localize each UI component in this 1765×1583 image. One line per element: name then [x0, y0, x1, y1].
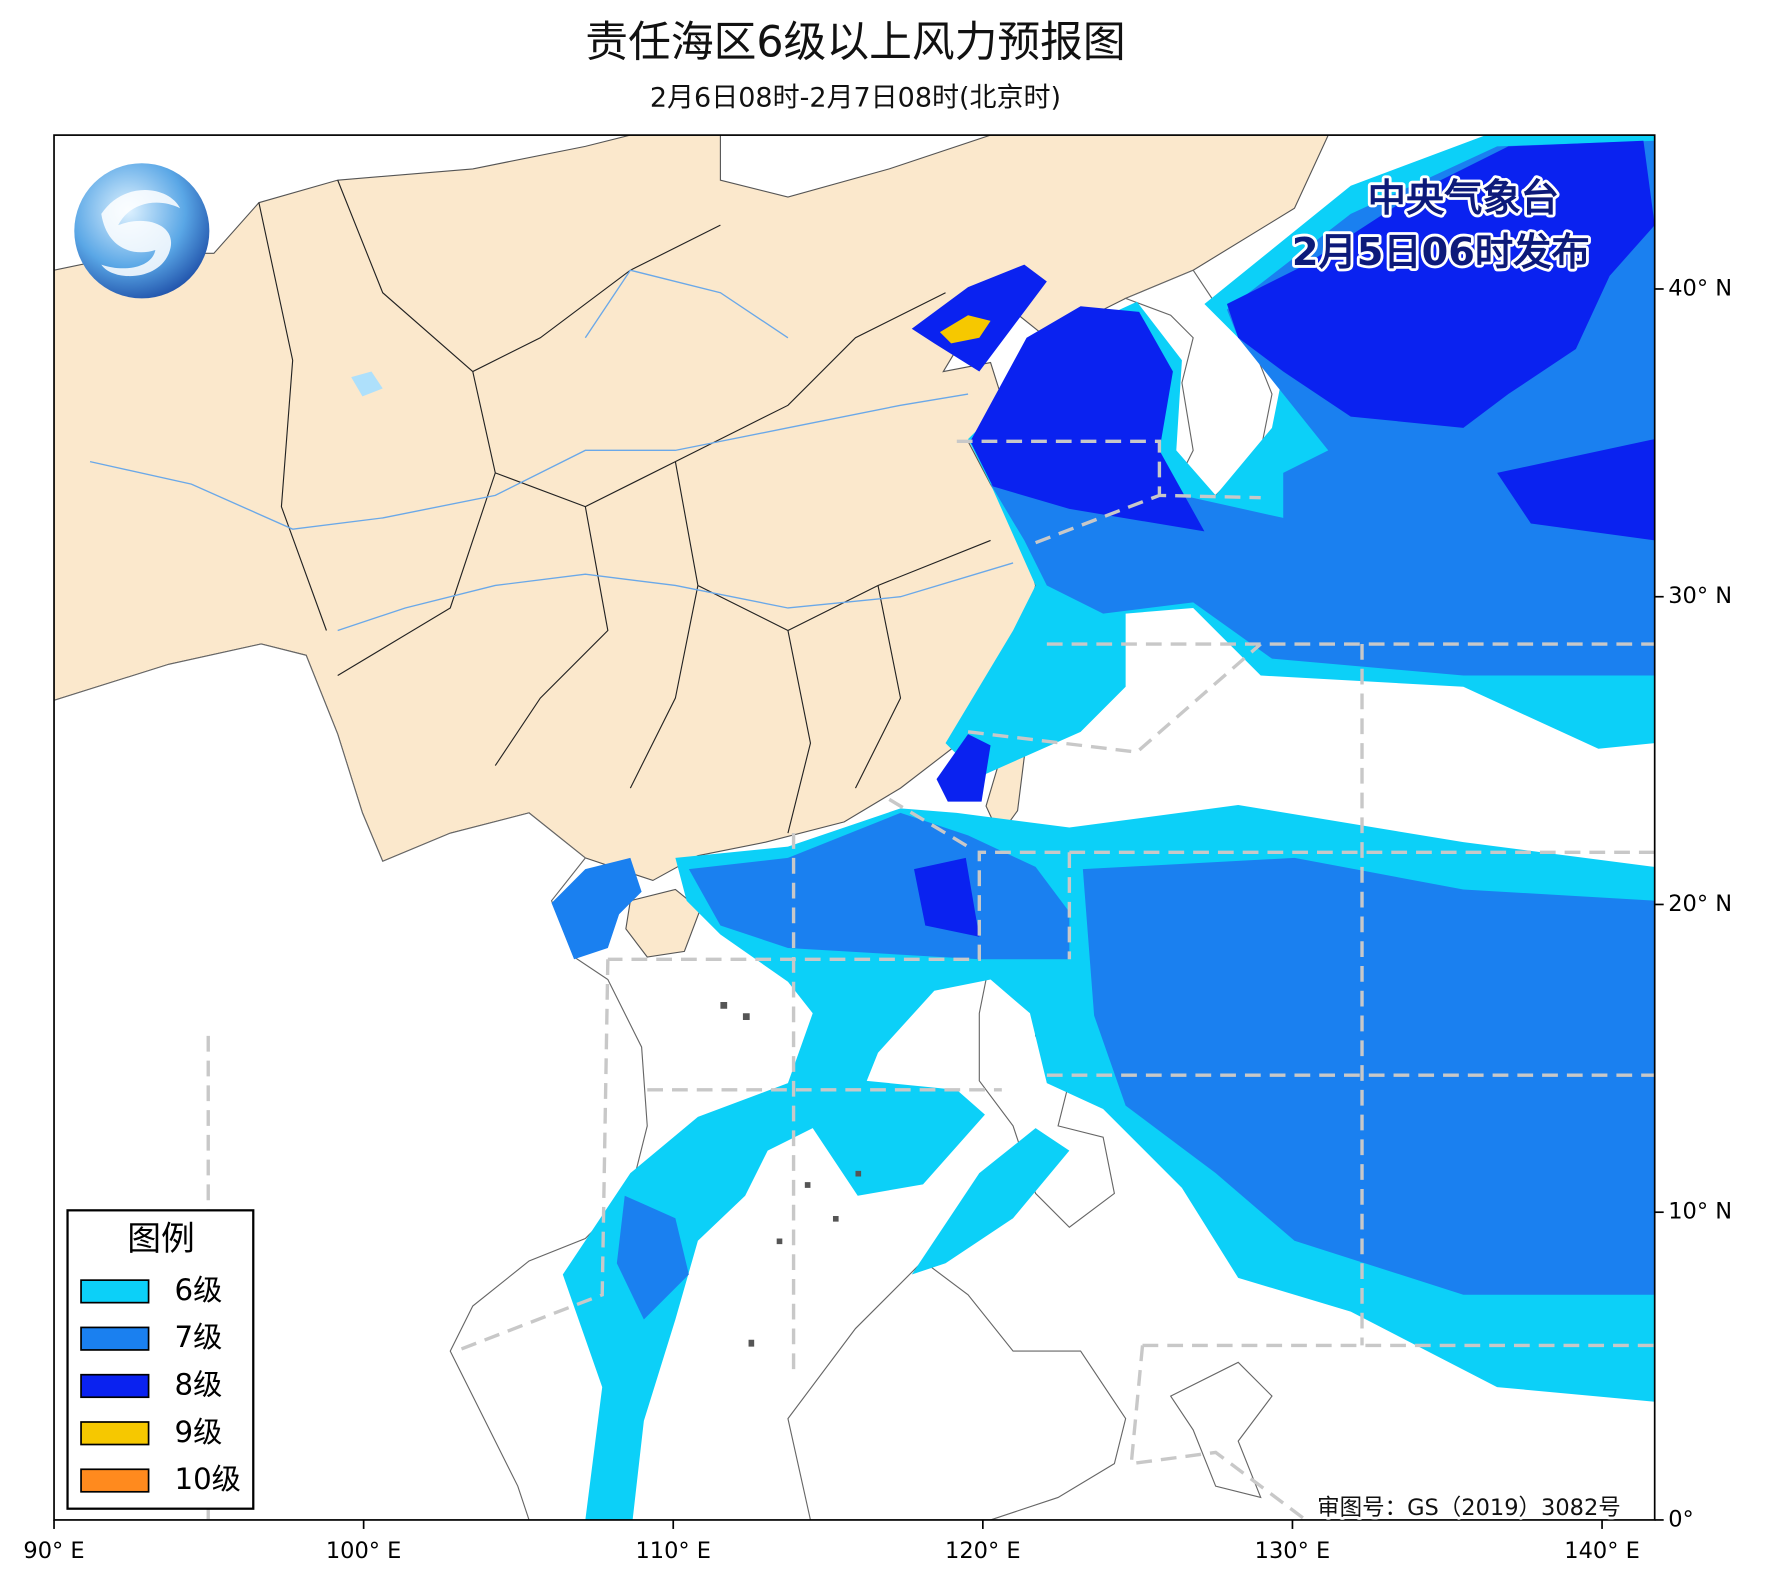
x-tick-label: 110° E [635, 1538, 711, 1564]
wind-8 [936, 734, 991, 802]
river [89, 269, 1014, 1071]
legend-swatch [80, 1468, 150, 1493]
wind-9 [939, 315, 991, 344]
legend-label: 8级 [174, 1367, 222, 1401]
legend-title: 图例 [127, 1219, 195, 1258]
lake [351, 371, 383, 397]
wind-8 [970, 306, 1205, 532]
sulawesi-land [1169, 1361, 1273, 1499]
map-title: 责任海区6级以上风力预报图 [585, 18, 1125, 68]
y-tick-label: 40° N [1668, 275, 1732, 301]
legend: 图例 6级 7级 8级 9级 10级 [66, 1209, 255, 1510]
x-tick-label: 90° E [23, 1538, 84, 1564]
legend-swatch [80, 1279, 150, 1304]
issuer-time: 2月5日06时发布 [1292, 230, 1590, 275]
issuer-agency: 中央气象台 [1368, 176, 1559, 221]
cma-logo [74, 163, 210, 299]
legend-label: 6级 [174, 1273, 222, 1307]
wind-8 [1497, 439, 1655, 541]
legend-label: 10级 [174, 1462, 240, 1496]
map-frame [53, 134, 1656, 1521]
wind-8 [914, 857, 980, 937]
wind-areas [551, 135, 1655, 1520]
legend-swatch [80, 1326, 150, 1351]
wind-6 [911, 1128, 1070, 1275]
hainan-land [625, 888, 701, 958]
x-tick-label: 120° E [945, 1538, 1021, 1564]
legend-label: 9级 [174, 1415, 222, 1449]
y-tick-label: 10° N [1668, 1199, 1732, 1225]
y-tick-label: 20° N [1668, 891, 1732, 917]
province-border [258, 179, 991, 834]
y-tick-label: 30° N [1668, 583, 1732, 609]
map-body [54, 135, 1655, 1520]
x-tick-label: 130° E [1255, 1538, 1331, 1564]
sea-area-boundary [206, 439, 1655, 1520]
y-tick-label: 0° [1668, 1506, 1694, 1532]
x-tick-label: 100° E [326, 1538, 402, 1564]
legend-swatch [80, 1421, 150, 1446]
map-subtitle: 2月6日08时-2月7日08时(北京时) [650, 83, 1061, 114]
axes: 90° E 100° E 110° E 120° E 130° E 140° E 0° 10°… [23, 275, 1732, 1563]
wind-7 [551, 857, 642, 960]
legend-swatch [80, 1373, 150, 1399]
review-number: 审图号：GS（2019）3082号 [1317, 1495, 1621, 1521]
x-tick-label: 140° E [1564, 1538, 1640, 1564]
wind-8 [1226, 140, 1655, 428]
legend-box [66, 1209, 255, 1510]
legend-label: 7级 [174, 1320, 222, 1354]
wind-7 [616, 1195, 689, 1320]
borneo-land [787, 1260, 1127, 1520]
